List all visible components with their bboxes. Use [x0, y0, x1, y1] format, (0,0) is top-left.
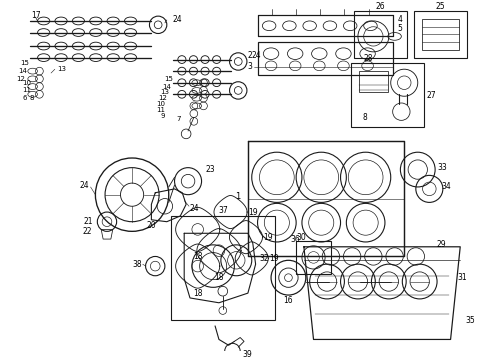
Text: 16: 16 — [284, 296, 293, 305]
Bar — [351, 63, 423, 127]
Bar — [296, 241, 331, 274]
Text: 36: 36 — [290, 235, 300, 244]
Text: 35: 35 — [465, 316, 475, 325]
Bar — [359, 71, 388, 93]
Bar — [258, 42, 392, 75]
Text: 10: 10 — [22, 80, 31, 86]
Text: 14: 14 — [18, 68, 27, 74]
Text: 13: 13 — [57, 66, 66, 72]
Text: 12: 12 — [16, 76, 25, 82]
Text: 20: 20 — [147, 221, 156, 230]
Text: 11: 11 — [156, 107, 165, 113]
Bar — [414, 11, 467, 58]
Text: 7: 7 — [176, 116, 181, 122]
Bar — [354, 11, 407, 58]
Text: 37: 37 — [218, 206, 228, 215]
Text: 27: 27 — [426, 91, 436, 100]
Text: 9: 9 — [160, 113, 165, 118]
Text: 25: 25 — [436, 2, 445, 11]
Text: 19: 19 — [269, 254, 279, 263]
Text: 18: 18 — [193, 252, 202, 261]
Text: 19: 19 — [248, 208, 258, 217]
Text: 31: 31 — [457, 273, 467, 282]
Text: 21: 21 — [84, 217, 94, 226]
Text: 18: 18 — [214, 273, 224, 282]
Text: 34: 34 — [441, 183, 451, 192]
Text: 17: 17 — [32, 11, 41, 20]
Text: 2: 2 — [248, 51, 253, 60]
Text: 15: 15 — [164, 76, 172, 82]
Text: 18: 18 — [193, 289, 202, 298]
Text: 22: 22 — [82, 227, 92, 236]
Text: 24: 24 — [172, 14, 182, 23]
Text: 12: 12 — [158, 95, 167, 101]
Bar — [171, 216, 275, 320]
Text: 24: 24 — [80, 180, 90, 189]
Text: 38: 38 — [132, 260, 142, 269]
Text: 13: 13 — [160, 89, 169, 95]
Text: 1: 1 — [235, 192, 240, 201]
Text: 19: 19 — [263, 233, 273, 242]
Text: 6: 6 — [22, 95, 26, 101]
Text: 24: 24 — [252, 51, 261, 60]
Text: 10: 10 — [156, 101, 165, 107]
Text: 3: 3 — [248, 62, 253, 71]
Text: 11: 11 — [22, 87, 31, 94]
Text: 15: 15 — [20, 60, 29, 66]
Bar — [421, 19, 459, 50]
Text: 5: 5 — [397, 24, 402, 33]
Text: 32: 32 — [260, 254, 269, 263]
Text: 30: 30 — [296, 233, 306, 242]
Text: 39: 39 — [242, 350, 252, 359]
Text: 33: 33 — [437, 163, 447, 172]
Text: 24: 24 — [190, 204, 199, 213]
Text: 14: 14 — [162, 84, 171, 90]
Text: 8: 8 — [362, 113, 367, 122]
Text: 4: 4 — [397, 14, 402, 23]
Text: 26: 26 — [376, 2, 386, 11]
Text: 28: 28 — [364, 54, 373, 63]
Text: 23: 23 — [205, 165, 215, 174]
Text: 29: 29 — [436, 240, 446, 249]
Text: 8: 8 — [30, 95, 34, 101]
